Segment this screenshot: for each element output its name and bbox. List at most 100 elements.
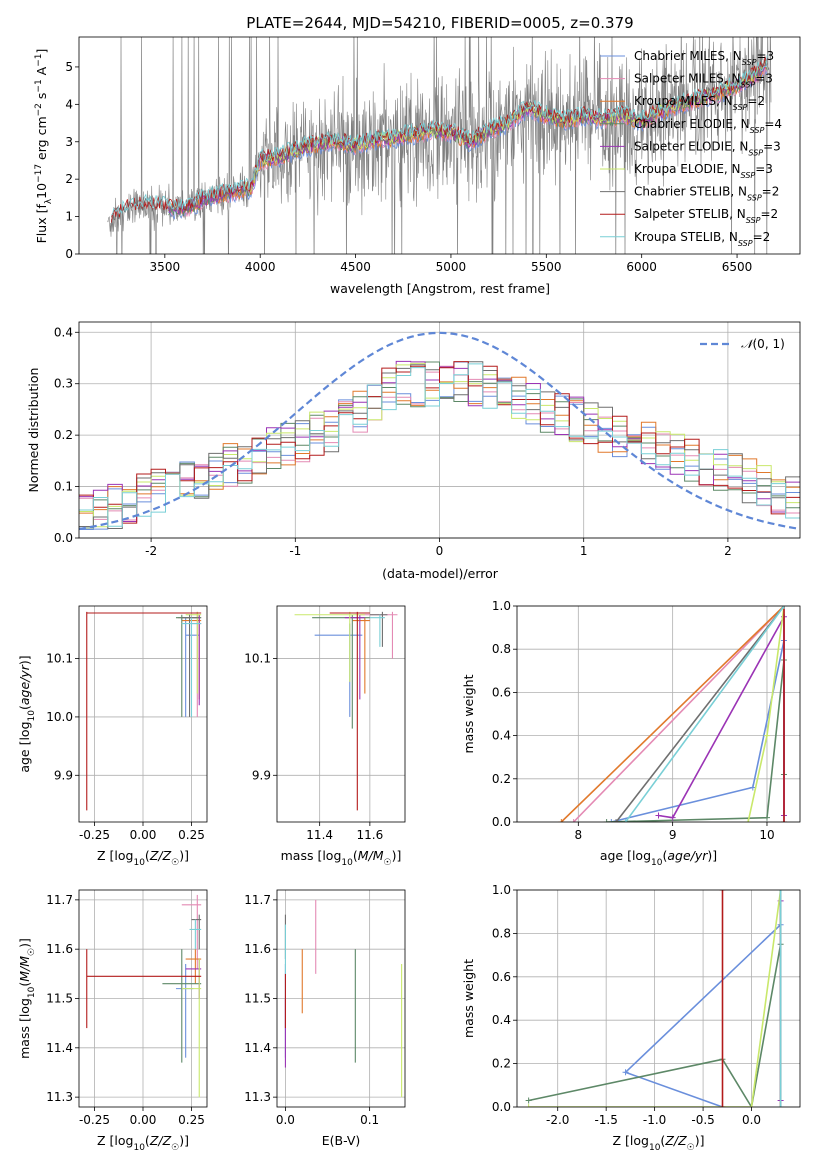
- x-tick-label: -0.25: [79, 828, 110, 842]
- x-tick-label: 6000: [626, 260, 657, 274]
- x-axis-label: mass [log10(M/M☉)]: [281, 848, 402, 868]
- y-tick-label: 0.0: [492, 815, 511, 829]
- x-tick-label: 5000: [436, 260, 467, 274]
- mass-weight-marker: [748, 1104, 755, 1107]
- y-tick-label: 0.8: [492, 642, 511, 656]
- residuals-axes: -2 -1 0 1 2 0.0 0.1 0.2 0.3 0.4: [54, 322, 800, 558]
- mass-weight-line: [658, 613, 785, 819]
- y-tick-label: 1.0: [492, 883, 511, 897]
- x-tick-label: -1.5: [594, 1113, 617, 1127]
- x-axis-label: Z [log10(Z/Z☉)]: [613, 1133, 705, 1153]
- x-axis-label: Z [log10(Z/Z☉)]: [97, 1133, 189, 1153]
- legend-entry: Salpeter ELODIE, NSSP=3: [634, 139, 781, 157]
- y-axis-label: Flux [fλ10−17 erg cm−2 s−1 A−1]: [34, 49, 54, 244]
- y-tick-label: 0.4: [492, 1013, 511, 1027]
- x-axis-label: Z [log10(Z/Z☉)]: [97, 848, 189, 868]
- x-tick-label: 6500: [722, 260, 753, 274]
- y-tick-label: 0.6: [492, 685, 511, 699]
- x-tick-label: 1: [580, 544, 588, 558]
- y-tick-label: 11.6: [244, 942, 271, 956]
- x-tick-label: 0.00: [130, 1113, 157, 1127]
- mass-weight-marker: [608, 819, 615, 822]
- legend-entry: Salpeter MILES, NSSP=3: [634, 72, 773, 90]
- x-tick-label: 5500: [531, 260, 562, 274]
- y-tick-label: 11.5: [46, 992, 73, 1006]
- y-tick-label: 10.1: [244, 652, 271, 666]
- legend-entry: Kroupa MILES, NSSP=2: [634, 94, 765, 112]
- mass-weight-line: [528, 890, 782, 1107]
- model-spectrum-line: [111, 55, 768, 215]
- y-tick-label: 11.7: [46, 893, 73, 907]
- figure-title: PLATE=2644, MJD=54210, FIBERID=0005, z=0…: [246, 14, 633, 32]
- age_vs_mass-plot: [294, 611, 398, 811]
- y-axis-label: mass [log10(M/M☉)]: [17, 938, 37, 1059]
- mass_vs_Z-axes: -0.25 0.00 0.25 11.3 11.4 11.5 11.6 11.7: [46, 890, 207, 1127]
- massweight_vs_Z-frame: [516, 889, 801, 1108]
- y-tick-label: 11.3: [244, 1090, 271, 1104]
- y-tick-label: 11.4: [244, 1041, 271, 1055]
- mass_vs_Z-frame: [78, 889, 208, 1108]
- mass-weight-line: [560, 606, 785, 822]
- y-tick-label: 11.6: [46, 942, 73, 956]
- mass_vs_ebv-frame: [276, 889, 406, 1108]
- x-tick-label: 8: [574, 828, 582, 842]
- y-axis-label: mass weight: [461, 674, 476, 753]
- y-tick-label: 0: [65, 247, 73, 261]
- mass-weight-marker: [558, 819, 565, 822]
- y-tick-label: 11.5: [244, 992, 271, 1006]
- age_vs_Z-frame: [78, 605, 208, 823]
- spectrum-frame: [78, 36, 801, 255]
- y-tick-label: 11.7: [244, 893, 271, 907]
- normal-reference-curve: [79, 331, 800, 531]
- x-tick-label: 0.25: [178, 828, 205, 842]
- x-tick-label: 0: [436, 544, 444, 558]
- y-tick-label: 10.0: [46, 710, 73, 724]
- x-tick-label: -0.5: [691, 1113, 714, 1127]
- y-tick-label: 11.4: [46, 1041, 73, 1055]
- mass-weight-marker: [777, 1104, 784, 1107]
- x-tick-label: -1.0: [643, 1113, 666, 1127]
- legend-entry: Chabrier ELODIE, NSSP=4: [634, 117, 782, 135]
- age_vs_Z-plot: [86, 611, 202, 811]
- y-tick-label: 10.1: [46, 652, 73, 666]
- y-tick-label: 0.6: [492, 970, 511, 984]
- y-axis-label: mass weight: [461, 959, 476, 1038]
- mass-weight-marker: [780, 606, 787, 609]
- legend-entry: Kroupa ELODIE, NSSP=3: [634, 162, 773, 180]
- legend: Chabrier MILES, NSSP=3 Salpeter MILES, NS…: [600, 49, 782, 247]
- y-tick-label: 0.2: [492, 772, 511, 786]
- y-axis-label: age [log10(age/yr)]: [17, 655, 37, 772]
- mass-weight-marker: [780, 819, 787, 822]
- mass_vs_ebv-plot: [284, 899, 403, 1098]
- mass-weight-marker: [719, 890, 726, 893]
- mass-weight-marker: [777, 890, 784, 893]
- mass-weight-line: [615, 606, 785, 822]
- age_vs_Z-axes: -0.25 0.00 0.25 9.9 10.0 10.1: [46, 606, 207, 842]
- massweight_vs_age-plot: [558, 606, 787, 822]
- x-axis-label: E(B-V): [322, 1133, 361, 1148]
- y-tick-label: 0.2: [492, 1057, 511, 1071]
- y-tick-label: 3: [65, 135, 73, 149]
- x-tick-label: 0.0: [276, 1113, 295, 1127]
- mass-weight-marker: [763, 814, 770, 821]
- y-tick-label: 1: [65, 210, 73, 224]
- model-spectrum-line: [244, 59, 768, 195]
- mass-weight-marker: [603, 819, 610, 822]
- residuals-frame: [78, 321, 801, 539]
- x-tick-label: 11.6: [357, 828, 384, 842]
- mass-weight-marker: [622, 1069, 629, 1076]
- mass-weight-marker: [525, 1104, 532, 1107]
- y-tick-label: 9.9: [252, 768, 271, 782]
- mass-weight-marker: [613, 819, 620, 822]
- x-tick-label: -2.0: [546, 1113, 569, 1127]
- y-tick-label: 0.4: [492, 729, 511, 743]
- mass-weight-line: [624, 606, 785, 822]
- mass-weight-marker: [570, 819, 577, 822]
- legend-entry-normal: 𝒩(0, 1): [741, 337, 785, 351]
- x-axis-label: (data-model)/error: [382, 566, 499, 581]
- legend-entry: Kroupa STELIB, NSSP=2: [634, 230, 770, 248]
- x-tick-label: 0.0: [742, 1113, 761, 1127]
- x-tick-label: 9: [669, 828, 677, 842]
- y-tick-label: 0.2: [54, 428, 73, 442]
- mass-weight-marker: [622, 819, 629, 822]
